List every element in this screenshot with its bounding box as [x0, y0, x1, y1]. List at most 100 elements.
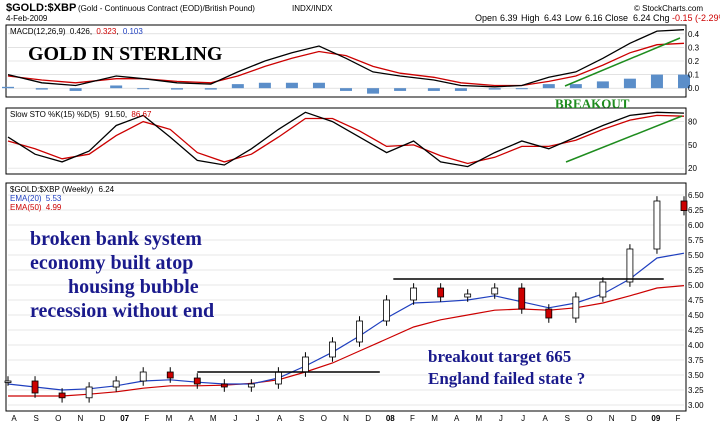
ema50-legend-label: EMA(50) [10, 203, 42, 212]
x-tick-label: N [78, 414, 84, 423]
macd-breakout-trendline [564, 37, 681, 87]
price-tick-label: 4.25 [688, 326, 704, 335]
ema20-legend-label: EMA(20) [10, 194, 42, 203]
sto-k-line [7, 111, 685, 168]
macd-histogram-bar [69, 88, 82, 91]
candle-body [680, 200, 688, 211]
ohlc-close-label: Close [605, 13, 628, 23]
sto-legend-value-2: 86.67 [131, 110, 152, 119]
macd-histogram-bar [110, 85, 123, 89]
macd-histogram-bar [312, 82, 325, 89]
macd-tick-label: 0.2 [688, 57, 700, 66]
x-tick-label: F [676, 414, 681, 423]
sto-tick-label: 50 [688, 141, 697, 150]
candle-body [85, 386, 93, 399]
candle-body [193, 377, 201, 385]
candle-body [247, 383, 255, 388]
price-tick-label: 6.50 [688, 191, 704, 200]
macd-tick-label: 0.3 [688, 43, 700, 52]
annotation-target-1: breakout target 665 [428, 347, 571, 366]
candle-body [464, 293, 472, 298]
price-panel-frame [5, 182, 687, 412]
candle-body [166, 371, 174, 379]
macd-tick-label: 0.1 [688, 71, 700, 80]
x-tick-label: O [586, 414, 592, 423]
x-tick-label: A [543, 414, 549, 423]
candle-body [58, 392, 66, 399]
macd-histogram-bar [394, 88, 407, 91]
candle-body [356, 320, 363, 343]
candle-body [572, 296, 580, 319]
candle-body [383, 299, 390, 322]
price-axis-ticks: 6.50 6.25 6.00 5.75 5.50 5.25 5.00 4.75 4.50 4.25… [688, 191, 704, 410]
macd-legend: MACD(12,26,9) 0.426, 0.323, 0.103 [10, 27, 143, 36]
annotation-text-block: broken bank system economy built atop ho… [30, 228, 214, 322]
date-label: 4-Feb-2009 [6, 14, 48, 23]
candle-body [220, 383, 228, 388]
price-tick-label: 3.25 [688, 386, 704, 395]
annotation-line-2: economy built atop [30, 252, 193, 274]
macd-histogram [2, 74, 690, 94]
macd-histogram-bar [340, 88, 352, 91]
ema50-legend-value: 4.99 [46, 203, 62, 212]
x-tick-label: 09 [651, 414, 660, 423]
price-tick-label: 6.00 [688, 221, 704, 230]
annotation-line-3: housing bubble [68, 276, 199, 298]
sto-tick-label: 20 [688, 164, 697, 173]
macd-legend-value-3: 0.103 [123, 27, 144, 36]
ohlc-low-label: Low [565, 13, 582, 23]
x-tick-label: S [299, 414, 304, 423]
price-grid [8, 194, 684, 406]
macd-histogram-bar [204, 88, 217, 90]
x-tick-label: A [11, 414, 17, 423]
macd-histogram-bar [427, 88, 440, 91]
candle-body [4, 380, 12, 383]
symbol-description: (Gold - Continuous Contract (EOD)/Britis… [78, 4, 255, 13]
candle-body [626, 248, 634, 283]
candle-body [653, 200, 661, 250]
ema20-line [7, 252, 685, 391]
candle-body [31, 380, 39, 394]
x-tick-label: D [365, 414, 371, 423]
price-tick-label: 4.00 [688, 341, 704, 350]
macd-histogram-bar [258, 82, 271, 89]
price-candles [4, 196, 688, 403]
x-tick-label: N [343, 414, 349, 423]
x-tick-label: J [255, 414, 259, 423]
sto-tick-label: 80 [688, 118, 697, 127]
ohlc-high-value: 6.43 [544, 13, 562, 23]
macd-histogram-bar [542, 84, 555, 89]
price-tick-label: 5.50 [688, 251, 704, 260]
macd-histogram-bar [285, 82, 298, 89]
x-tick-label: D [100, 414, 106, 423]
candle-body [437, 287, 445, 298]
macd-legend-label: MACD(12,26,9) [10, 27, 66, 36]
ema20-legend-value: 5.53 [46, 194, 62, 203]
annotation-target-2: England failed state ? [428, 369, 585, 388]
x-tick-label: M [431, 414, 438, 423]
x-tick-label: A [188, 414, 194, 423]
x-tick-label: M [166, 414, 173, 423]
macd-histogram-bar [569, 84, 582, 89]
macd-histogram-bar [488, 88, 501, 90]
sto-legend-label: Slow STO %K(15) %D(5) [10, 110, 100, 119]
price-ema-lines [7, 252, 685, 397]
sto-panel-frame [5, 107, 687, 175]
sto-axis-ticks: 80 50 20 [688, 118, 697, 174]
macd-legend-value-1: 0.426 [70, 27, 91, 36]
macd-legend-value-2: 0.323 [96, 27, 117, 36]
price-tick-label: 3.00 [688, 401, 704, 410]
x-tick-label: M [210, 414, 217, 423]
x-tick-label: N [609, 414, 615, 423]
x-tick-label: J [521, 414, 525, 423]
candle-body [274, 371, 282, 385]
ohlc-high-label: High [521, 13, 540, 23]
price-tick-label: 4.75 [688, 296, 704, 305]
candle-body [302, 356, 309, 373]
macd-histogram-bar [171, 88, 183, 90]
macd-histogram-bar [454, 88, 467, 91]
ohlc-chg-value: -0.15 (-2.29%) [672, 13, 720, 23]
annotation-breakout: BREAKOUT [555, 96, 630, 111]
